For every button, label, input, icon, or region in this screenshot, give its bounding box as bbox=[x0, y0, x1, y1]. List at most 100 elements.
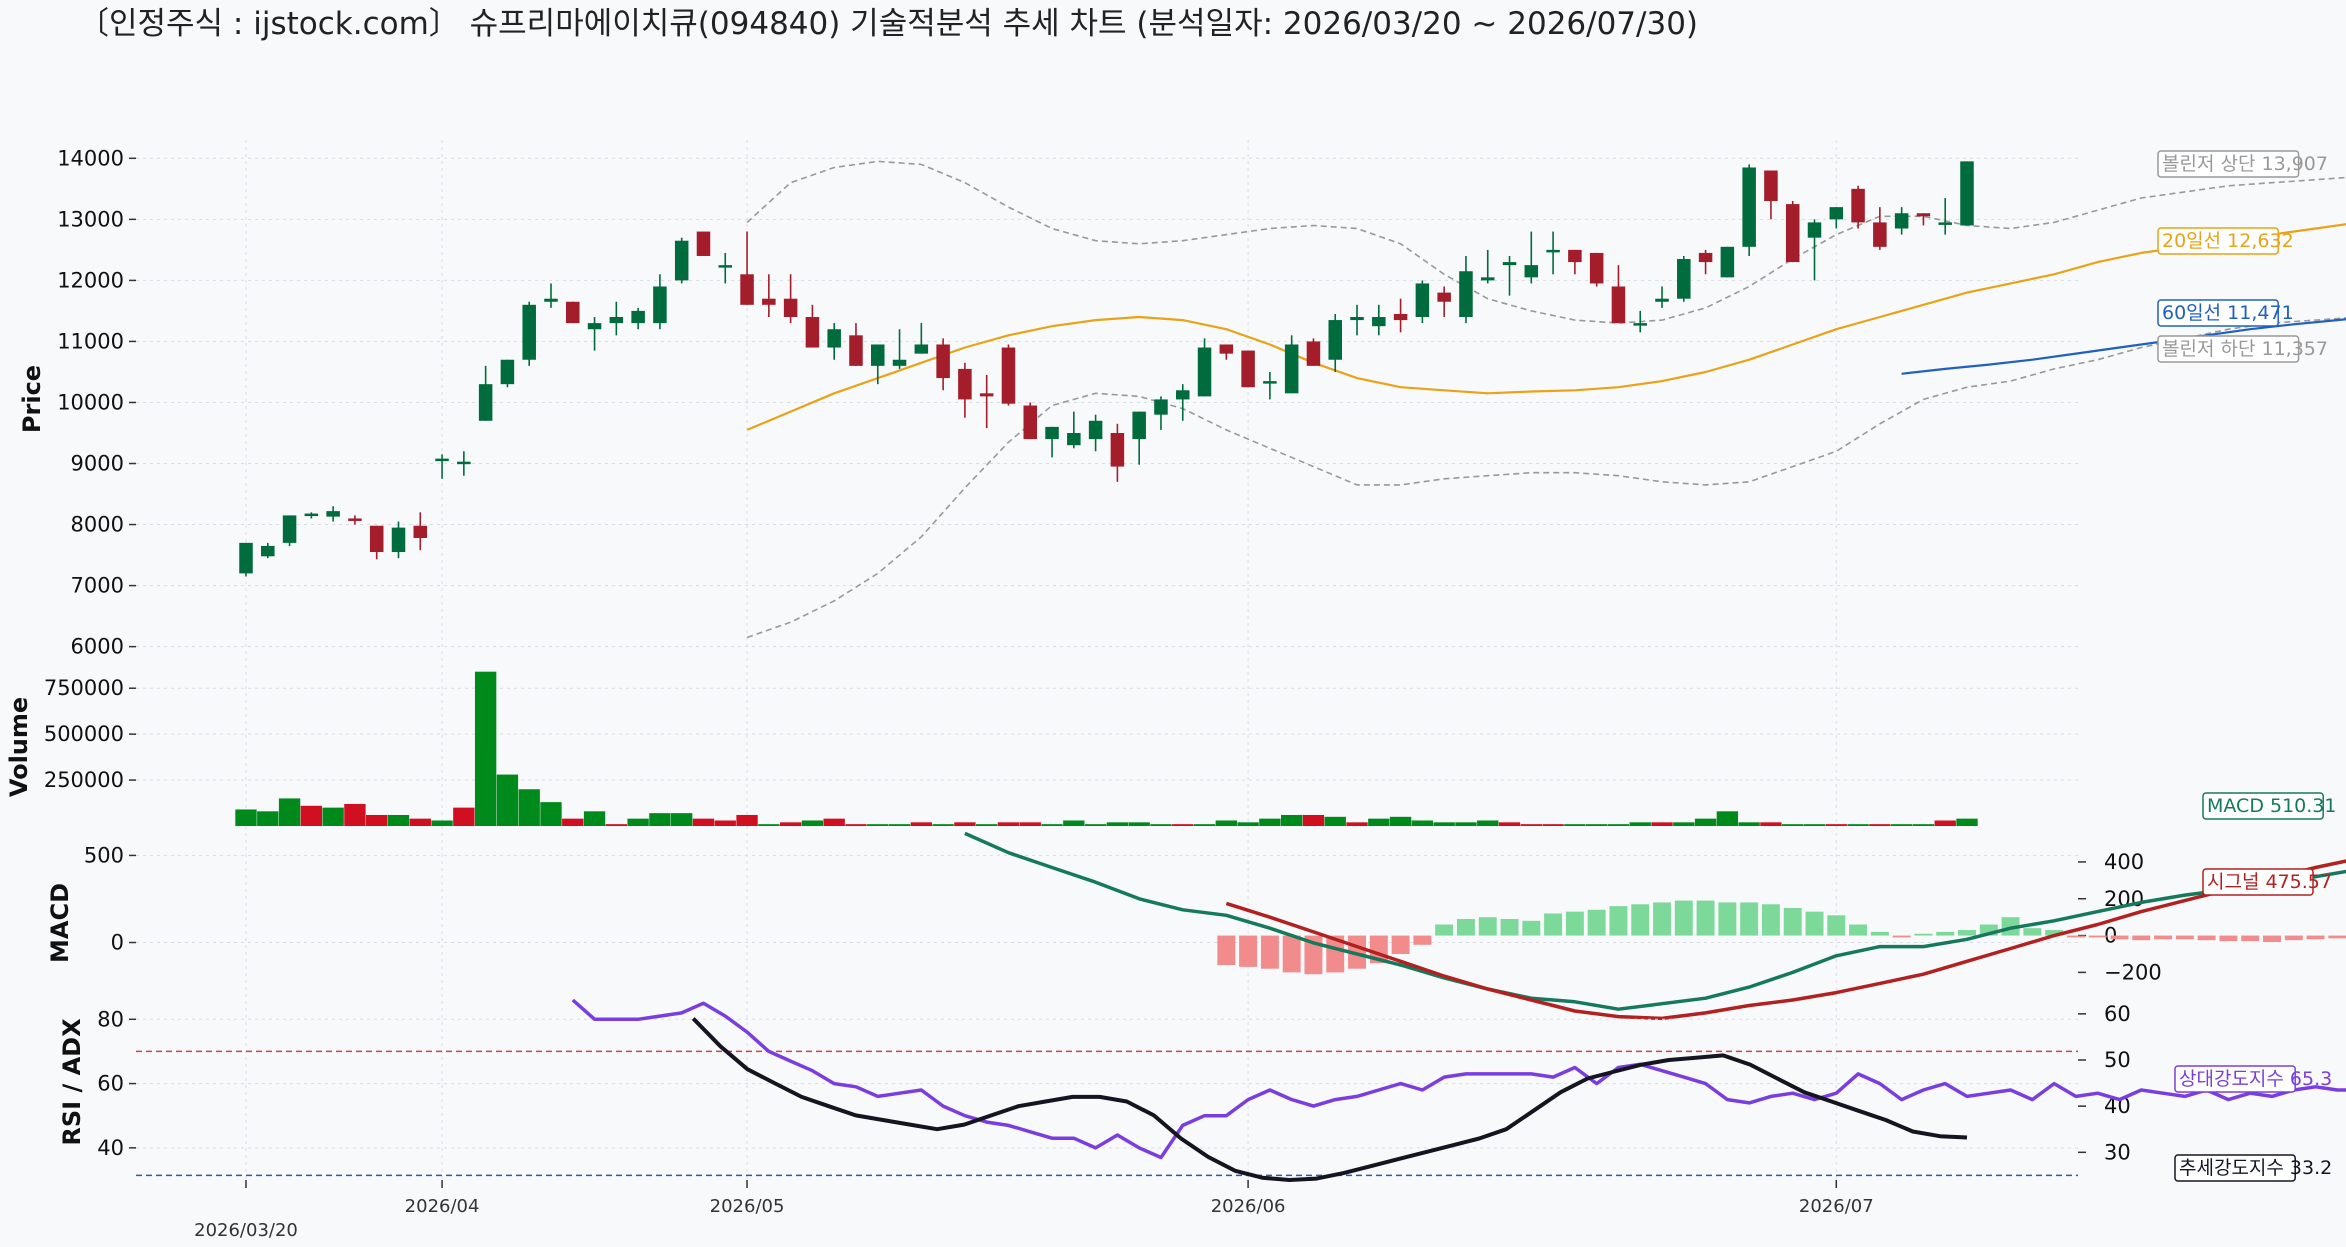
candle-body bbox=[958, 368, 972, 400]
candle bbox=[1132, 411, 1146, 465]
candle-body bbox=[1546, 249, 1560, 253]
volume-bar bbox=[1847, 824, 1869, 826]
macd-histogram-bar bbox=[1914, 933, 1933, 936]
candle-body bbox=[1960, 161, 1974, 226]
volume-bar bbox=[322, 807, 344, 826]
volume-bar bbox=[1063, 820, 1085, 826]
macd-tick-label: 500 bbox=[84, 843, 124, 867]
rsi-axis-label: RSI / ADX bbox=[58, 1018, 86, 1146]
candle-body bbox=[1807, 222, 1822, 238]
bollinger-lower-line bbox=[746, 317, 2346, 639]
macd-histogram-bar bbox=[2197, 935, 2216, 941]
macd-histogram-bar bbox=[1849, 924, 1868, 936]
candle-body bbox=[282, 515, 297, 543]
price-tick-label: 13000 bbox=[57, 207, 124, 231]
candle-body bbox=[1785, 204, 1800, 263]
candle-body bbox=[849, 335, 863, 366]
candle bbox=[762, 274, 776, 318]
macd-tick-label: 0 bbox=[111, 931, 124, 955]
signal-tag-box bbox=[2202, 868, 2314, 896]
candle-body bbox=[1263, 381, 1277, 384]
ma20-tag: 20일선 12,632 bbox=[2157, 227, 2294, 255]
candle bbox=[478, 365, 493, 421]
volume-bar bbox=[1237, 822, 1259, 826]
volume-bar bbox=[496, 774, 519, 826]
macd-histogram-bar bbox=[2066, 935, 2085, 938]
macd-histogram-bar bbox=[1326, 935, 1345, 973]
volume-bar bbox=[627, 818, 649, 826]
candle bbox=[1197, 338, 1212, 397]
candle bbox=[1720, 246, 1735, 278]
candle-body bbox=[304, 513, 319, 517]
candle bbox=[544, 283, 558, 308]
macd-axis-label: MACD bbox=[46, 883, 74, 963]
candle bbox=[369, 525, 384, 560]
macd-histogram-bar bbox=[1478, 917, 1497, 936]
candle bbox=[1502, 255, 1517, 296]
candle-body bbox=[1459, 271, 1473, 318]
price-tick-label: 12000 bbox=[57, 268, 124, 292]
macd-histogram-bar bbox=[1260, 935, 1279, 969]
candle-body bbox=[587, 323, 602, 330]
volume-bar bbox=[1694, 818, 1717, 826]
candle bbox=[1568, 249, 1582, 275]
rsi-tag-text: 상대강도지수 65.3 bbox=[2179, 1068, 2332, 1090]
volume-bar bbox=[845, 824, 867, 826]
volume-bar bbox=[736, 814, 758, 826]
candle bbox=[1067, 411, 1081, 449]
adx-line bbox=[691, 1017, 1968, 1182]
volume-bar bbox=[1716, 811, 1739, 826]
volume-bar bbox=[1520, 824, 1542, 826]
volume-bar bbox=[235, 809, 257, 826]
candle bbox=[1088, 414, 1103, 452]
candle-body bbox=[740, 274, 754, 305]
volume-bar bbox=[1477, 820, 1499, 826]
candle-body bbox=[718, 265, 733, 268]
macd-histogram-bar bbox=[2132, 935, 2151, 941]
bollinger-upper-line bbox=[746, 160, 2346, 324]
candle bbox=[1873, 207, 1887, 250]
volume-bar bbox=[562, 818, 584, 826]
macd-histogram-bar bbox=[2023, 928, 2042, 936]
adx-tag-text: 추세강도지수 33.2 bbox=[2179, 1157, 2332, 1179]
candle bbox=[1938, 197, 1952, 235]
adx-tag-box bbox=[2174, 1154, 2296, 1182]
candle-body bbox=[1023, 405, 1038, 440]
candle bbox=[653, 274, 667, 330]
candle-body bbox=[1480, 277, 1495, 281]
volume-bar bbox=[714, 820, 736, 826]
macd-tag-box bbox=[2202, 792, 2324, 820]
volume-bar bbox=[1564, 824, 1586, 826]
volume-bar bbox=[387, 814, 410, 826]
candle-body bbox=[783, 298, 798, 318]
candle-body bbox=[1502, 262, 1517, 266]
volume-bar bbox=[932, 824, 954, 826]
candle-body bbox=[1698, 252, 1713, 263]
candle bbox=[1611, 265, 1626, 324]
bollinger-lower-tag: 볼린저 하단 11,357 bbox=[2157, 335, 2328, 363]
rsi-tag: 상대강도지수 65.3 bbox=[2174, 1065, 2332, 1093]
candle-body bbox=[762, 298, 776, 305]
bollinger-upper-tag-text: 볼린저 상단 13,907 bbox=[2162, 153, 2328, 175]
candle bbox=[1219, 344, 1234, 360]
volume-bar bbox=[1084, 824, 1107, 826]
plot-background-vol bbox=[136, 668, 2078, 826]
volume-bar bbox=[344, 803, 366, 826]
candle-body bbox=[1393, 313, 1408, 321]
macd-histogram-bar bbox=[1609, 906, 1628, 936]
candle bbox=[261, 542, 275, 559]
candle bbox=[1175, 384, 1190, 421]
candle bbox=[1306, 338, 1321, 366]
candle bbox=[1154, 396, 1168, 430]
candle-body bbox=[1306, 341, 1321, 366]
volume-bar bbox=[1825, 824, 1847, 826]
price-tick-label: 6000 bbox=[71, 635, 124, 659]
candle-body bbox=[1938, 222, 1952, 225]
candle bbox=[1960, 161, 1974, 226]
adx-tick-label: 50 bbox=[2104, 1048, 2131, 1072]
candle bbox=[631, 307, 645, 330]
candle bbox=[304, 512, 319, 519]
volume-bar bbox=[474, 671, 497, 826]
volume-bar bbox=[518, 789, 540, 826]
candle bbox=[413, 512, 428, 551]
